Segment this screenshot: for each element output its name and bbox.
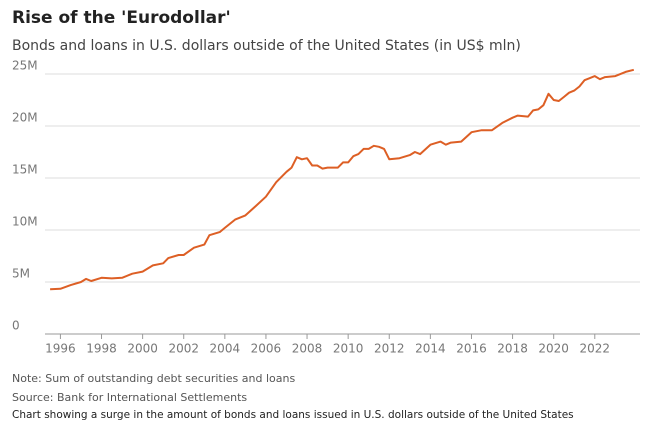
- chart-title: Rise of the 'Eurodollar': [12, 8, 231, 28]
- chart-subtitle: Bonds and loans in U.S. dollars outside …: [12, 38, 521, 54]
- x-tick-label: 2008: [292, 342, 323, 356]
- note: Note: Sum of outstanding debt securities…: [12, 372, 295, 385]
- x-tick-label: 2000: [127, 342, 158, 356]
- x-tick-label: 2004: [210, 342, 241, 356]
- x-tick-label: 2006: [251, 342, 282, 356]
- data-line: [50, 68, 635, 291]
- x-tick-label: 2022: [580, 342, 611, 356]
- x-tick-label: 2014: [415, 342, 446, 356]
- description: Chart showing a surge in the amount of b…: [12, 409, 574, 421]
- x-tick-label: 2012: [374, 342, 405, 356]
- y-tick-label: 20M: [12, 111, 38, 125]
- x-tick-label: 1996: [45, 342, 76, 356]
- y-tick-label: 5M: [12, 267, 30, 281]
- source: Source: Bank for International Settlemen…: [12, 391, 247, 404]
- y-tick-label: 0: [12, 319, 20, 333]
- x-tick-label: 1998: [86, 342, 117, 356]
- y-tick-label: 15M: [12, 163, 38, 177]
- x-tick-label: 2002: [168, 342, 199, 356]
- y-tick-label: 25M: [12, 59, 38, 73]
- x-tick-label: 2016: [456, 342, 487, 356]
- x-tick-label: 2020: [538, 342, 569, 356]
- x-tick-label: 2018: [497, 342, 528, 356]
- y-tick-label: 10M: [12, 215, 38, 229]
- x-tick-label: 2010: [333, 342, 364, 356]
